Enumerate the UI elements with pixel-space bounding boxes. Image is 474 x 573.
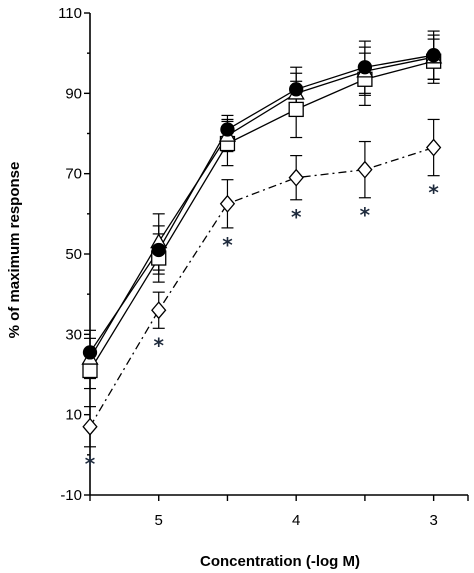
y-tick-label: 110: [58, 5, 82, 22]
significance-asterisk: *: [153, 333, 164, 357]
data-point-filled-circle: [151, 242, 166, 258]
axes: -10 10 30 50 70 90 110 5 4 3: [58, 5, 469, 529]
y-axis-label: % of maximum response: [6, 162, 23, 339]
y-tick-label: 90: [65, 85, 82, 102]
data-point-open-diamond: [357, 160, 373, 179]
data-point-open-diamond: [82, 417, 98, 436]
data-point-filled-circle: [357, 60, 373, 75]
significance-asterisk: *: [360, 203, 371, 227]
x-tick-label: 5: [155, 512, 163, 529]
y-tick-label: 70: [65, 166, 82, 183]
y-tick-label: 10: [65, 407, 82, 424]
significance-asterisk: *: [222, 233, 233, 257]
significance-asterisk: *: [428, 181, 439, 205]
data-point-open-diamond: [151, 301, 167, 320]
y-tick-label: 50: [65, 246, 82, 263]
series-line-open-square: [89, 60, 434, 371]
y-tick-label: 30: [65, 326, 82, 343]
series-line-open-triangle: [89, 56, 434, 359]
significance-asterisk: *: [291, 205, 302, 229]
x-axis-label: Concentration (-log M): [200, 553, 360, 570]
x-tick-label: 3: [429, 512, 437, 529]
data-point-open-square: [82, 362, 98, 379]
data-point-open-diamond: [288, 168, 304, 187]
y-tick-label: -10: [60, 487, 82, 504]
data-point-filled-circle: [289, 82, 304, 97]
data-point-open-diamond: [425, 138, 442, 157]
plot-area: * * * * * *: [81, 30, 443, 476]
significance-asterisk: *: [85, 452, 96, 476]
data-point-filled-circle: [82, 345, 98, 360]
data-point-filled-circle: [220, 122, 235, 137]
data-point-filled-circle: [426, 48, 441, 63]
series-line-open-diamond: [89, 146, 434, 428]
x-tick-label: 4: [292, 512, 300, 529]
series-line-filled-circle: [89, 54, 434, 353]
data-point-open-square: [288, 101, 304, 118]
data-point-open-diamond: [219, 194, 236, 213]
